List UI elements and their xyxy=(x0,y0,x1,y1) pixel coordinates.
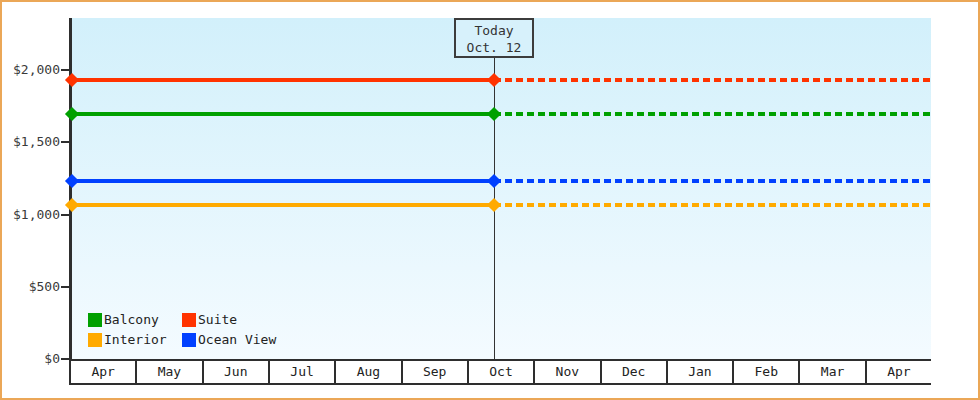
series-line-dashed-interior xyxy=(494,203,931,207)
series-line-dashed-suite xyxy=(494,78,931,82)
y-tick-label: $2,000 xyxy=(2,62,60,78)
series-marker-diamond xyxy=(65,174,79,188)
month-cell: Oct xyxy=(469,361,535,383)
series-marker-diamond xyxy=(487,107,501,121)
today-label: Today xyxy=(456,22,532,39)
legend-label: Suite xyxy=(198,312,237,327)
month-cell: Aug xyxy=(336,361,402,383)
x-axis-month-strip: AprMayJunJulAugSepOctNovDecJanFebMarApr xyxy=(69,359,931,385)
legend-label: Interior xyxy=(104,332,167,347)
legend-swatch xyxy=(182,333,196,347)
month-cell: Feb xyxy=(734,361,800,383)
legend-item-balcony: Balcony xyxy=(88,312,182,327)
series-line-solid-interior xyxy=(72,203,494,207)
series-line-solid-suite xyxy=(72,78,494,82)
legend-label: Balcony xyxy=(104,312,159,327)
series-marker-diamond xyxy=(487,174,501,188)
legend-label: Ocean View xyxy=(198,332,276,347)
series-line-solid-ocean-view xyxy=(72,179,494,183)
series-marker-diamond xyxy=(487,73,501,87)
series-marker-diamond xyxy=(65,198,79,212)
series-line-dashed-ocean-view xyxy=(494,179,931,183)
legend-swatch xyxy=(88,333,102,347)
y-tick-label: $1,500 xyxy=(2,134,60,150)
y-tick-label: $1,000 xyxy=(2,207,60,223)
series-marker-diamond xyxy=(487,198,501,212)
legend-swatch xyxy=(182,313,196,327)
month-cell: Nov xyxy=(535,361,601,383)
legend-item-ocean-view: Ocean View xyxy=(182,332,276,347)
series-marker-diamond xyxy=(65,107,79,121)
month-cell: Apr xyxy=(867,361,931,383)
month-cell: May xyxy=(137,361,203,383)
legend: Balcony Suite Interior Ocean View xyxy=(88,312,276,347)
month-cell: Jun xyxy=(204,361,270,383)
series-marker-diamond xyxy=(65,73,79,87)
series-line-solid-balcony xyxy=(72,112,494,116)
month-cell: Dec xyxy=(602,361,668,383)
y-tick-label: $0 xyxy=(2,351,60,367)
legend-swatch xyxy=(88,313,102,327)
legend-item-interior: Interior xyxy=(88,332,182,347)
month-cell: Jul xyxy=(270,361,336,383)
series-line-dashed-balcony xyxy=(494,112,931,116)
price-history-chart-window: $0 $500 $1,000 $1,500 $2,000 Today Oct. 12 B… xyxy=(0,0,980,400)
today-date-label: Oct. 12 xyxy=(456,39,532,56)
month-cell: Jan xyxy=(668,361,734,383)
month-cell: Mar xyxy=(800,361,866,383)
today-marker-box: Today Oct. 12 xyxy=(454,18,534,58)
month-cell: Sep xyxy=(403,361,469,383)
legend-item-suite: Suite xyxy=(182,312,276,327)
y-tick-label: $500 xyxy=(2,279,60,295)
month-cell: Apr xyxy=(71,361,137,383)
plot-area: Today Oct. 12 Balcony Suite Interior Ocean … xyxy=(72,18,931,359)
